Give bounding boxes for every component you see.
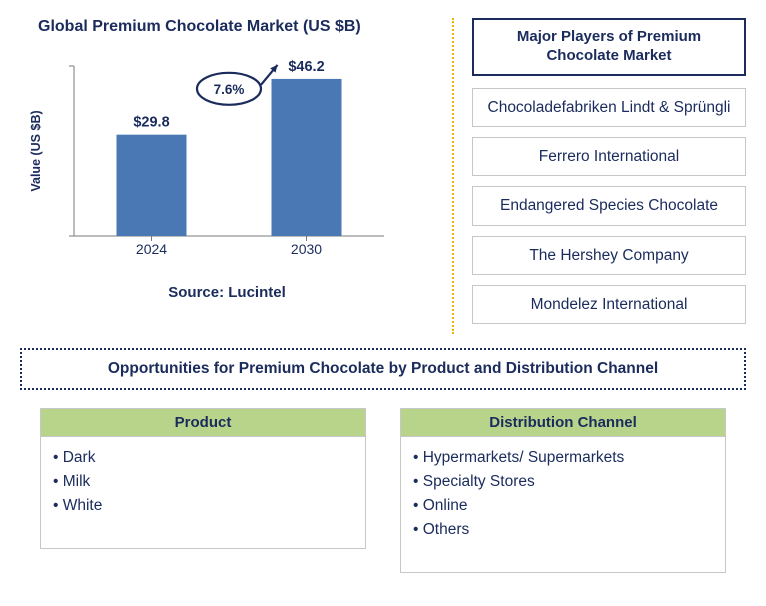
svg-text:Value (US $B): Value (US $B): [29, 110, 43, 191]
svg-text:2024: 2024: [136, 241, 167, 257]
opportunities-heading: Opportunities for Premium Chocolate by P…: [20, 348, 746, 390]
svg-text:$46.2: $46.2: [288, 59, 324, 75]
opportunities-columns: Product Dark Milk White Distribution Cha…: [20, 408, 746, 573]
top-section: Global Premium Chocolate Market (US $B) …: [20, 18, 746, 334]
player-item: Chocoladefabriken Lindt & Sprüngli: [472, 88, 746, 127]
list-item: Online: [413, 494, 713, 518]
opportunities-panel: Opportunities for Premium Chocolate by P…: [20, 348, 746, 573]
player-item: Endangered Species Chocolate: [472, 186, 746, 225]
players-panel: Major Players of Premium Chocolate Marke…: [454, 18, 746, 334]
player-item: Mondelez International: [472, 285, 746, 324]
source-label: Source: Lucintel: [20, 284, 434, 301]
list-item: Dark: [53, 446, 353, 470]
opportunities-column-product: Product Dark Milk White: [40, 408, 366, 573]
list-item: Milk: [53, 470, 353, 494]
chart-title: Global Premium Chocolate Market (US $B): [38, 18, 434, 36]
column-header: Product: [40, 408, 366, 437]
list-item: Hypermarkets/ Supermarkets: [413, 446, 713, 470]
player-item: Ferrero International: [472, 137, 746, 176]
column-header: Distribution Channel: [400, 408, 726, 437]
column-list: Dark Milk White: [40, 437, 366, 549]
opportunities-column-channel: Distribution Channel Hypermarkets/ Super…: [400, 408, 726, 573]
bar-chart: Value (US $B) $29.8 2024 $46.2 2030 7.6%: [26, 58, 434, 276]
svg-text:$29.8: $29.8: [133, 115, 169, 131]
list-item: Specialty Stores: [413, 470, 713, 494]
column-list: Hypermarkets/ Supermarkets Specialty Sto…: [400, 437, 726, 573]
svg-text:7.6%: 7.6%: [214, 82, 245, 97]
svg-text:2030: 2030: [291, 241, 322, 257]
players-heading: Major Players of Premium Chocolate Marke…: [472, 18, 746, 76]
list-item: White: [53, 494, 353, 518]
player-item: The Hershey Company: [472, 236, 746, 275]
list-item: Others: [413, 518, 713, 542]
chart-panel: Global Premium Chocolate Market (US $B) …: [20, 18, 454, 334]
